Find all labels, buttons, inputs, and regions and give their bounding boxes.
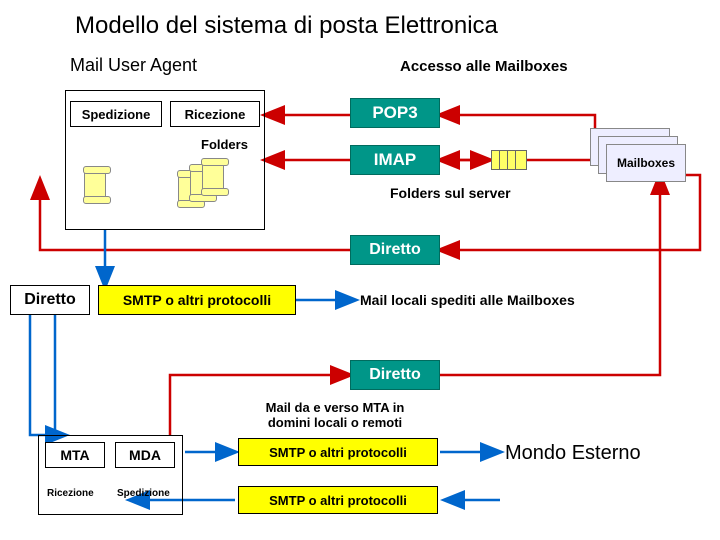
scroll-icon [202,161,224,193]
dom-label: Mail da e verso MTA in domini locali o r… [245,400,425,430]
mondo-label: Mondo Esterno [505,442,641,465]
folders-server-label: Folders sul server [390,185,511,201]
ric-box: Ricezione [170,101,260,127]
folders-label: Folders [201,137,248,152]
diretto-box: Diretto [350,235,440,265]
smtp-bottom1-box: SMTP o altri protocolli [238,438,438,466]
smtp-mid-box: SMTP o altri protocolli [98,285,296,315]
sped-box: Spedizione [70,101,162,127]
mua-box: Spedizione Ricezione Folders [65,90,265,230]
pop3-box: POP3 [350,98,440,128]
scroll-icon [84,169,106,201]
mailboxes-box: Mailboxes [606,144,686,182]
mua-header: Mail User Agent [70,55,197,76]
access-header: Accesso alle Mailboxes [400,58,568,75]
diretto-left-box: Diretto [10,285,90,315]
mta-box: MTA [45,442,105,468]
page-title: Modello del sistema di posta Elettronica [75,12,498,40]
imap-box: IMAP [350,145,440,175]
mta-mda-box: MTA MDA Ricezione Spedizione [38,435,183,515]
ric-bottom-label: Ricezione [47,488,94,499]
mda-box: MDA [115,442,175,468]
locali-label: Mail locali spediti alle Mailboxes [360,292,575,308]
sped-bottom-label: Spedizione [117,488,170,499]
smtp-bottom2-box: SMTP o altri protocolli [238,486,438,514]
diretto-lower-box: Diretto [350,360,440,390]
server-folders-icon [495,150,527,170]
